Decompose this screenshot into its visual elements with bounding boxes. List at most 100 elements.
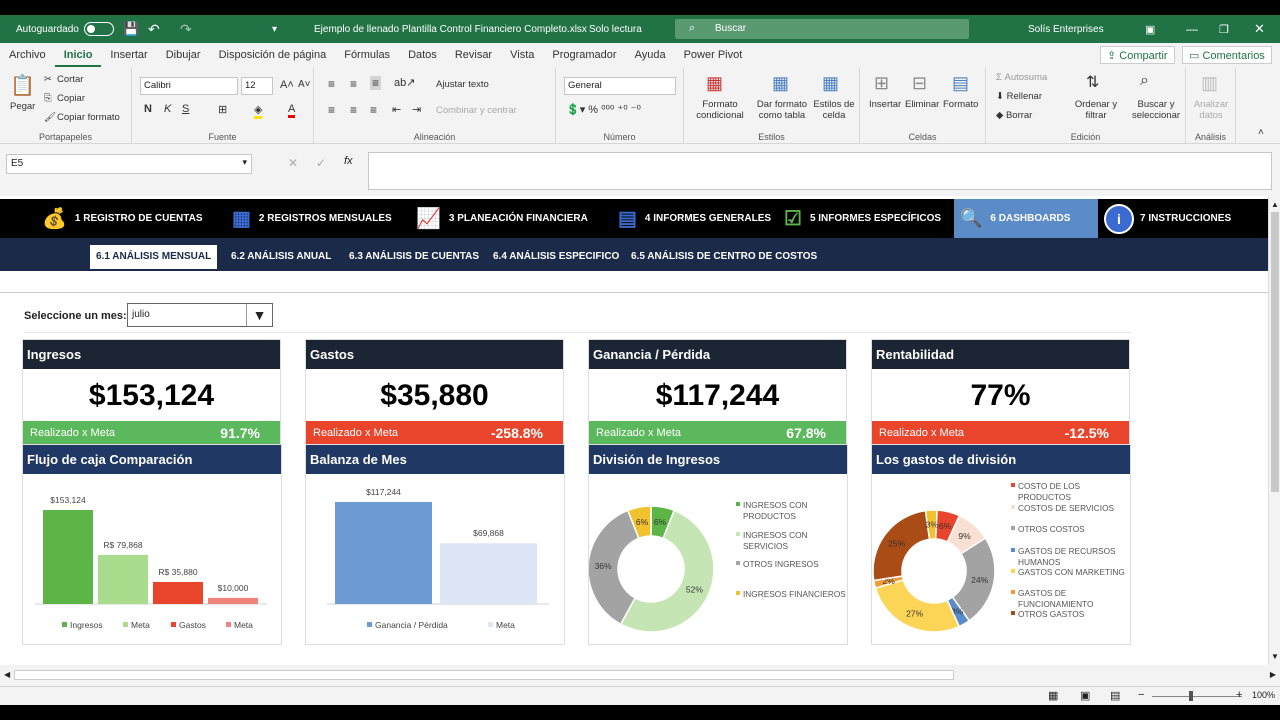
analyze-data-icon[interactable]: ▥ — [1201, 73, 1219, 93]
insert-cells-button[interactable]: Insertar — [869, 99, 902, 110]
align-middle-icon[interactable]: ≡ — [350, 77, 358, 91]
scroll-up-icon[interactable]: ▲ — [1271, 200, 1279, 209]
scroll-left-icon[interactable]: ◀ — [4, 670, 11, 679]
sort-filter-button[interactable]: Ordenar y filtrar — [1074, 99, 1118, 121]
subnav-analisis-cuentas[interactable]: 6.3 ANÁLISIS DE CUENTAS — [349, 251, 480, 262]
increase-indent-icon[interactable]: ⇥ — [412, 104, 422, 116]
zoom-out-icon[interactable]: − — [1138, 689, 1145, 701]
format-table-button[interactable]: Dar formato como tabla — [756, 99, 808, 121]
conditional-format-button[interactable]: Formato condicional — [696, 99, 744, 121]
cut-button[interactable]: Cortar — [57, 74, 84, 85]
format-cells-icon[interactable]: ▤ — [952, 73, 970, 93]
paste-button[interactable]: Pegar — [10, 101, 36, 112]
vertical-scrollbar[interactable]: ▲ ▼ — [1268, 196, 1280, 665]
formula-input[interactable] — [368, 152, 1272, 190]
format-painter-button[interactable]: Copiar formato — [57, 112, 120, 123]
tab-power-pivot[interactable]: Power Pivot — [683, 49, 743, 61]
format-painter-icon[interactable]: 🖌 — [44, 112, 57, 123]
shrink-font-icon[interactable]: A˅ — [298, 79, 311, 90]
subnav-analisis-especifico[interactable]: 6.4 ANÁLISIS ESPECIFICO — [493, 251, 620, 262]
scroll-thumb[interactable] — [1271, 212, 1279, 492]
month-select[interactable]: julio ▼ — [127, 303, 273, 327]
format-cells-button[interactable]: Formato — [943, 99, 979, 110]
scroll-down-icon[interactable]: ▼ — [1271, 652, 1279, 661]
font-name-select[interactable]: Calibri — [140, 77, 238, 95]
copy-icon[interactable]: ⎘ — [44, 93, 52, 104]
currency-icon[interactable]: 💲▾ % ⁰⁰⁰ ⁺⁰ ⁻⁰ — [566, 104, 641, 116]
comments-button[interactable]: ▭ Comentarios — [1182, 46, 1272, 64]
zoom-level[interactable]: 100% — [1252, 690, 1276, 700]
redo-icon[interactable]: ↷ — [180, 20, 192, 37]
delete-cells-icon[interactable]: ⊟ — [912, 73, 928, 93]
zoom-slider[interactable] — [1152, 696, 1242, 697]
number-format-select[interactable]: General — [564, 77, 676, 95]
name-box[interactable]: E5 ▾ — [6, 154, 252, 174]
dropdown-arrow-icon[interactable]: ▼ — [246, 304, 272, 326]
horizontal-scrollbar[interactable]: ◀ ▶ — [0, 665, 1280, 686]
zoom-in-icon[interactable]: + — [1236, 689, 1243, 701]
tab-vista[interactable]: Vista — [510, 49, 535, 61]
save-icon[interactable]: 💾 — [123, 21, 140, 36]
scroll-right-icon[interactable]: ▶ — [1269, 670, 1276, 679]
align-bottom-icon[interactable]: ≡ — [370, 76, 382, 90]
fill-color-icon[interactable]: ◈ — [254, 103, 263, 119]
clear-button[interactable]: ◆ Borrar — [996, 110, 1032, 121]
collapse-ribbon-icon[interactable]: ˄ — [1258, 127, 1264, 138]
subnav-analisis-anual[interactable]: 6.2 ANÁLISIS ANUAL — [231, 251, 332, 262]
align-left-icon[interactable]: ≡ — [328, 103, 336, 117]
tab-archivo[interactable]: Archivo — [9, 49, 46, 61]
cut-icon[interactable]: ✂ — [44, 74, 52, 85]
tab-revisar[interactable]: Revisar — [454, 49, 493, 61]
cell-styles-icon[interactable]: ▦ — [822, 73, 840, 93]
nav-registros-mensuales[interactable]: ▦ 2 REGISTROS MENSUALES — [226, 199, 410, 238]
scroll-thumb[interactable] — [14, 670, 954, 680]
merge-center-button[interactable]: Combinar y centrar — [436, 105, 517, 116]
enter-icon[interactable]: ✓ — [316, 156, 327, 170]
find-select-button[interactable]: Buscar y seleccionar — [1131, 99, 1181, 121]
tab-insertar[interactable]: Insertar — [110, 49, 148, 61]
underline-icon[interactable]: S — [182, 103, 190, 115]
page-break-icon[interactable]: ▤ — [1110, 690, 1121, 702]
font-color-icon[interactable]: A — [288, 103, 296, 118]
undo-icon[interactable]: ↶ — [148, 20, 160, 37]
delete-cells-button[interactable]: Eliminar — [905, 99, 940, 110]
subnav-analisis-mensual[interactable]: 6.1 ANÁLISIS MENSUAL — [90, 245, 218, 269]
paste-icon[interactable]: 📋 — [10, 75, 35, 97]
orientation-icon[interactable]: ab↗ — [394, 77, 416, 89]
nav-informes-generales[interactable]: ▤ 4 INFORMES GENERALES — [612, 199, 778, 238]
decrease-indent-icon[interactable]: ⇤ — [392, 104, 402, 116]
tab-inicio[interactable]: Inicio — [54, 43, 102, 67]
autosum-button[interactable]: Σ Autosuma — [996, 72, 1047, 83]
insert-cells-icon[interactable]: ⊞ — [874, 73, 890, 93]
tab-disposicion[interactable]: Disposición de página — [218, 49, 327, 61]
insert-function-icon[interactable]: fx — [344, 155, 353, 167]
analyze-data-button[interactable]: Analizar datos — [1193, 99, 1229, 121]
subnav-centro-costos[interactable]: 6.5 ANÁLISIS DE CENTRO DE COSTOS — [631, 251, 818, 262]
align-top-icon[interactable]: ≡ — [328, 77, 336, 91]
sort-filter-icon[interactable]: ⇅ — [1086, 74, 1100, 91]
grow-font-icon[interactable]: A˄ — [280, 79, 294, 91]
font-size-select[interactable]: 12 — [241, 77, 273, 95]
nav-instrucciones[interactable]: i 7 INSTRUCCIONES — [1098, 199, 1268, 238]
cell-styles-button[interactable]: Estilos de celda — [813, 99, 855, 121]
nav-dashboards[interactable]: 🔍 6 DASHBOARDS — [954, 199, 1098, 238]
find-icon[interactable]: ⌕ — [1140, 72, 1149, 89]
nav-registro-cuentas[interactable]: 💰 1 REGISTRO DE CUENTAS — [0, 199, 226, 238]
zoom-thumb[interactable] — [1189, 691, 1193, 701]
borders-icon[interactable]: ⊞ — [218, 104, 228, 116]
close-icon[interactable]: ✕ — [1254, 21, 1265, 36]
tab-datos[interactable]: Datos — [408, 49, 437, 61]
cancel-icon[interactable]: ✕ — [288, 156, 299, 170]
tab-programador[interactable]: Programador — [552, 49, 617, 61]
normal-view-icon[interactable]: ▦ — [1048, 690, 1059, 702]
ribbon-display-icon[interactable]: ▣ — [1145, 23, 1156, 36]
tab-formulas[interactable]: Fórmulas — [344, 49, 391, 61]
conditional-format-icon[interactable]: ▦ — [706, 73, 724, 93]
copy-button[interactable]: Copiar — [57, 93, 85, 104]
bold-icon[interactable]: N — [144, 103, 152, 115]
minimize-icon[interactable]: — — [1186, 22, 1198, 36]
align-right-icon[interactable]: ≡ — [370, 103, 378, 117]
search-box[interactable]: ⌕ Buscar — [675, 19, 969, 39]
wrap-text-button[interactable]: Ajustar texto — [436, 79, 489, 90]
share-button[interactable]: ⇪ Compartir — [1100, 46, 1175, 64]
